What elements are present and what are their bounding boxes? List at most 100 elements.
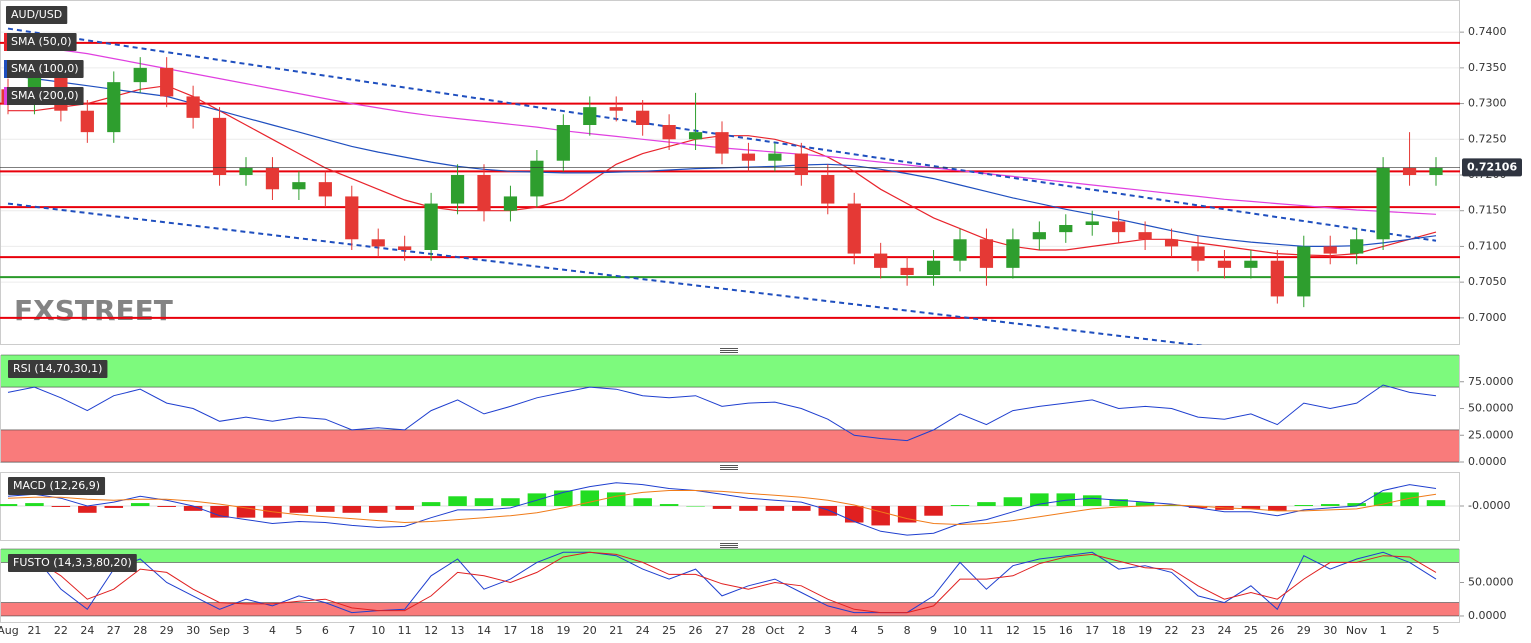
x-tick-label: 25 (1244, 624, 1258, 637)
x-tick-label: Nov (1346, 624, 1368, 637)
x-tick-label: 10 (371, 624, 385, 637)
candle-body (847, 203, 861, 254)
candle-body (530, 160, 544, 197)
candle-body (239, 167, 253, 175)
histogram-bar (1347, 503, 1366, 506)
x-tick-label: 22 (1165, 624, 1179, 637)
histogram-bar (924, 506, 943, 516)
histogram-bar (130, 503, 150, 506)
histogram-bar (448, 496, 467, 506)
histogram-bar (1294, 505, 1314, 506)
candle-body (1138, 232, 1152, 240)
candle-body (345, 196, 359, 240)
watermark: FXSTREET (14, 294, 173, 327)
candle-body (371, 239, 385, 247)
histogram-bar (78, 506, 97, 513)
x-tick-label: 9 (930, 624, 937, 637)
x-tick-label: 1 (1380, 624, 1387, 637)
macd-line (7, 482, 1437, 536)
histogram-bar (1030, 493, 1049, 506)
x-tick-label: 15 (1032, 624, 1046, 637)
histogram-bar (792, 506, 811, 511)
candle-body (160, 67, 174, 97)
macd-panel-frame (0, 472, 1460, 541)
candle-body (398, 246, 412, 250)
candle-body (609, 107, 623, 111)
histogram-bar (501, 498, 520, 506)
candle-body (265, 167, 280, 190)
x-tick-label: 29 (1297, 624, 1311, 637)
candle-body (768, 153, 782, 161)
legend-swatch (4, 87, 7, 105)
candle-body (662, 125, 676, 140)
histogram-bar (844, 506, 864, 523)
y-tick-label: 50.0000 (1468, 575, 1514, 588)
y-tick-label: 0.7100 (1468, 239, 1507, 252)
histogram-bar (659, 504, 679, 506)
band (1, 429, 1459, 462)
x-tick-label: 14 (477, 624, 491, 637)
x-tick-label: 21 (27, 624, 41, 637)
candle-body (1217, 260, 1232, 268)
candle-body (874, 253, 888, 268)
histogram-bar (0, 504, 18, 506)
x-tick-label: 24 (80, 624, 94, 637)
y-tick-label: 0.7150 (1468, 204, 1507, 217)
x-tick-label: 18 (1112, 624, 1126, 637)
x-tick-label: 4 (851, 624, 858, 637)
x-tick-label: 17 (503, 624, 517, 637)
histogram-bar (606, 492, 626, 506)
histogram-bar (554, 490, 573, 506)
candle-body (636, 110, 650, 125)
x-tick-label: 16 (1059, 624, 1073, 637)
x-tick-label: Oct (765, 624, 785, 637)
x-tick-label: 27 (107, 624, 121, 637)
legend-entry: SMA (50,0) (11, 35, 72, 48)
panel-handles (720, 348, 738, 548)
histogram-bar (897, 506, 917, 523)
candle-body (1059, 225, 1073, 233)
main-panel-frame (0, 0, 1460, 345)
x-tick-label: 26 (689, 624, 703, 637)
last-price-label: 0.72106 (1467, 160, 1517, 173)
x-tick-label: 24 (636, 624, 650, 637)
indicator-label-box (8, 360, 108, 378)
histogram-bar (421, 502, 441, 506)
candle-body (821, 175, 835, 204)
histogram-bar (765, 506, 785, 511)
x-tick-label: Sep (209, 624, 230, 637)
histogram-bar (236, 506, 256, 518)
x-tick-label: 29 (160, 624, 174, 637)
y-tick-label: 0.7000 (1468, 311, 1507, 324)
candle-body (1323, 246, 1337, 254)
x-tick-label: 28 (133, 624, 147, 637)
histogram-bar (1162, 505, 1181, 506)
main-plot (0, 27, 1460, 345)
x-tick-label: 11 (398, 624, 412, 637)
candle-body (1429, 167, 1443, 175)
candle-body (503, 196, 518, 211)
candle-body (926, 260, 941, 275)
histogram-bar (1400, 492, 1419, 506)
y-tick-label: 0.7400 (1468, 25, 1507, 38)
candle-body (1006, 239, 1020, 268)
x-tick-label: 19 (1138, 624, 1152, 637)
histogram-bar (871, 506, 890, 526)
x-tick-label: 30 (1323, 624, 1337, 637)
histogram-bar (1003, 497, 1023, 506)
x-tick-label: 22 (54, 624, 68, 637)
candle-body (424, 203, 438, 250)
legend-entry: SMA (100,0) (11, 62, 79, 75)
indicator-line (7, 384, 1437, 442)
chart-title: AUD/USD (11, 8, 62, 21)
x-tick-label: 5 (295, 624, 302, 637)
x-tick-label: 12 (1006, 624, 1020, 637)
histogram-bar (1426, 500, 1446, 506)
x-tick-label: 12 (424, 624, 438, 637)
x-tick-label: 27 (715, 624, 729, 637)
candle-body (688, 132, 703, 140)
histogram-bar (950, 505, 970, 506)
histogram-bar (316, 506, 335, 512)
